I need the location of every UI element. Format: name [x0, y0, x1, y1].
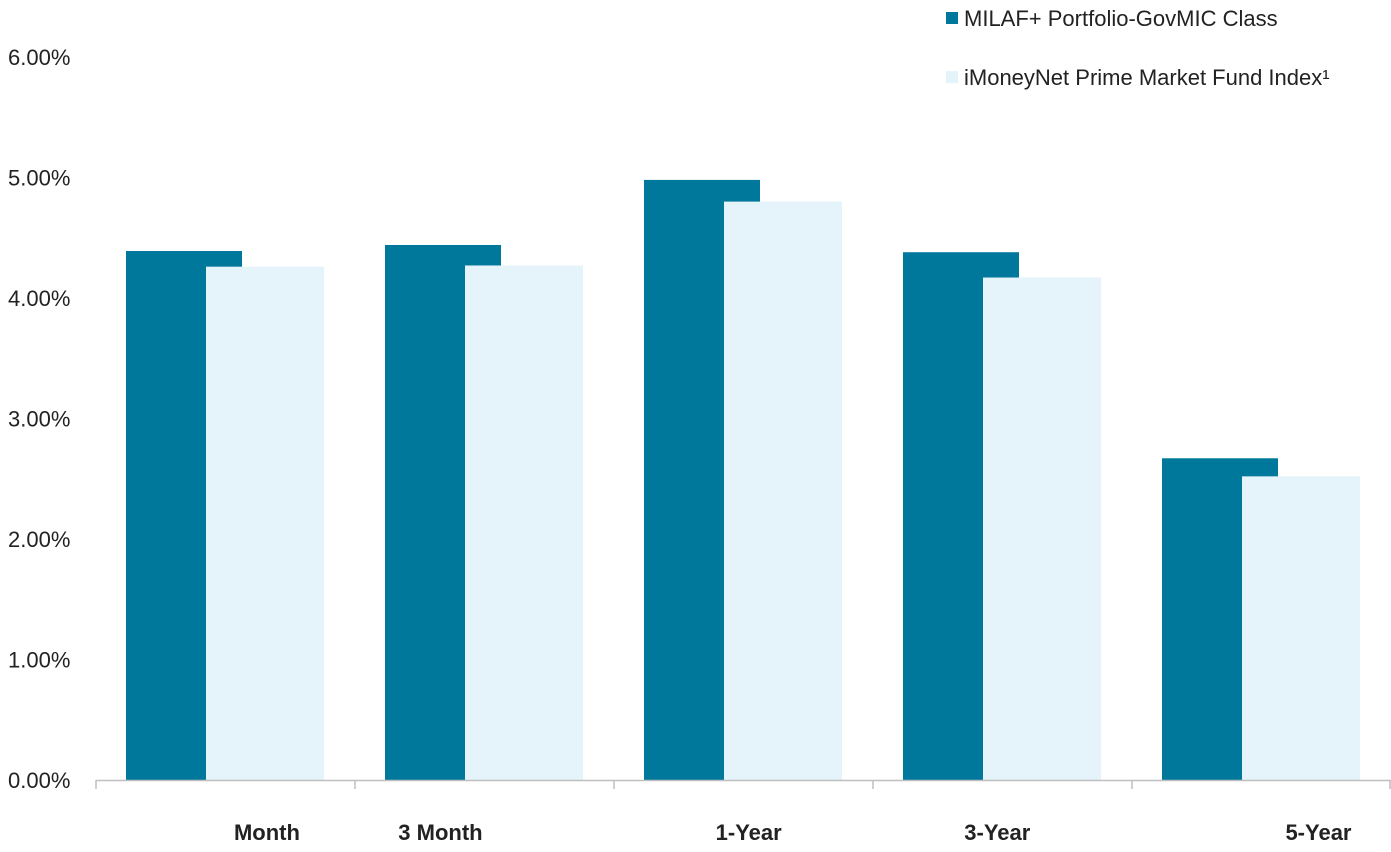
bar-series-2 [206, 266, 324, 780]
x-axis [95, 779, 1391, 789]
legend-swatch [946, 71, 958, 83]
x-tick-label: 5-Year [1285, 820, 1351, 845]
bar-group [126, 179, 1360, 781]
bar-series-2 [1242, 476, 1360, 780]
x-tick-label: Month [234, 820, 300, 845]
x-axis-labels: Month 3 Month 1-Year 3-Year 5-Year [234, 820, 1352, 845]
bar-series-2 [983, 277, 1101, 780]
bar-series-2 [724, 201, 842, 781]
y-tick-label: 5.00% [8, 166, 70, 191]
y-tick-label: 4.00% [8, 286, 70, 311]
legend-label: MILAF+ Portfolio-GovMIC Class [964, 6, 1278, 31]
y-tick-label: 6.00% [8, 45, 70, 70]
x-tick-label: 3 Month [398, 820, 482, 845]
y-tick-label: 1.00% [8, 648, 70, 673]
bar-series-2 [465, 265, 583, 781]
x-tick-label: 1-Year [716, 820, 782, 845]
y-tick-label: 3.00% [8, 407, 70, 432]
legend-label: iMoneyNet Prime Market Fund Index¹ [964, 65, 1330, 90]
legend-swatch [946, 12, 958, 24]
y-axis-ticks: 0.00% 1.00% 2.00% 3.00% 4.00% 5.00% 6.00% [8, 45, 70, 793]
x-tick-label: 3-Year [964, 820, 1030, 845]
y-tick-label: 0.00% [8, 768, 70, 793]
legend: MILAF+ Portfolio-GovMIC Class iMoneyNet P… [946, 6, 1330, 90]
y-tick-label: 2.00% [8, 527, 70, 552]
